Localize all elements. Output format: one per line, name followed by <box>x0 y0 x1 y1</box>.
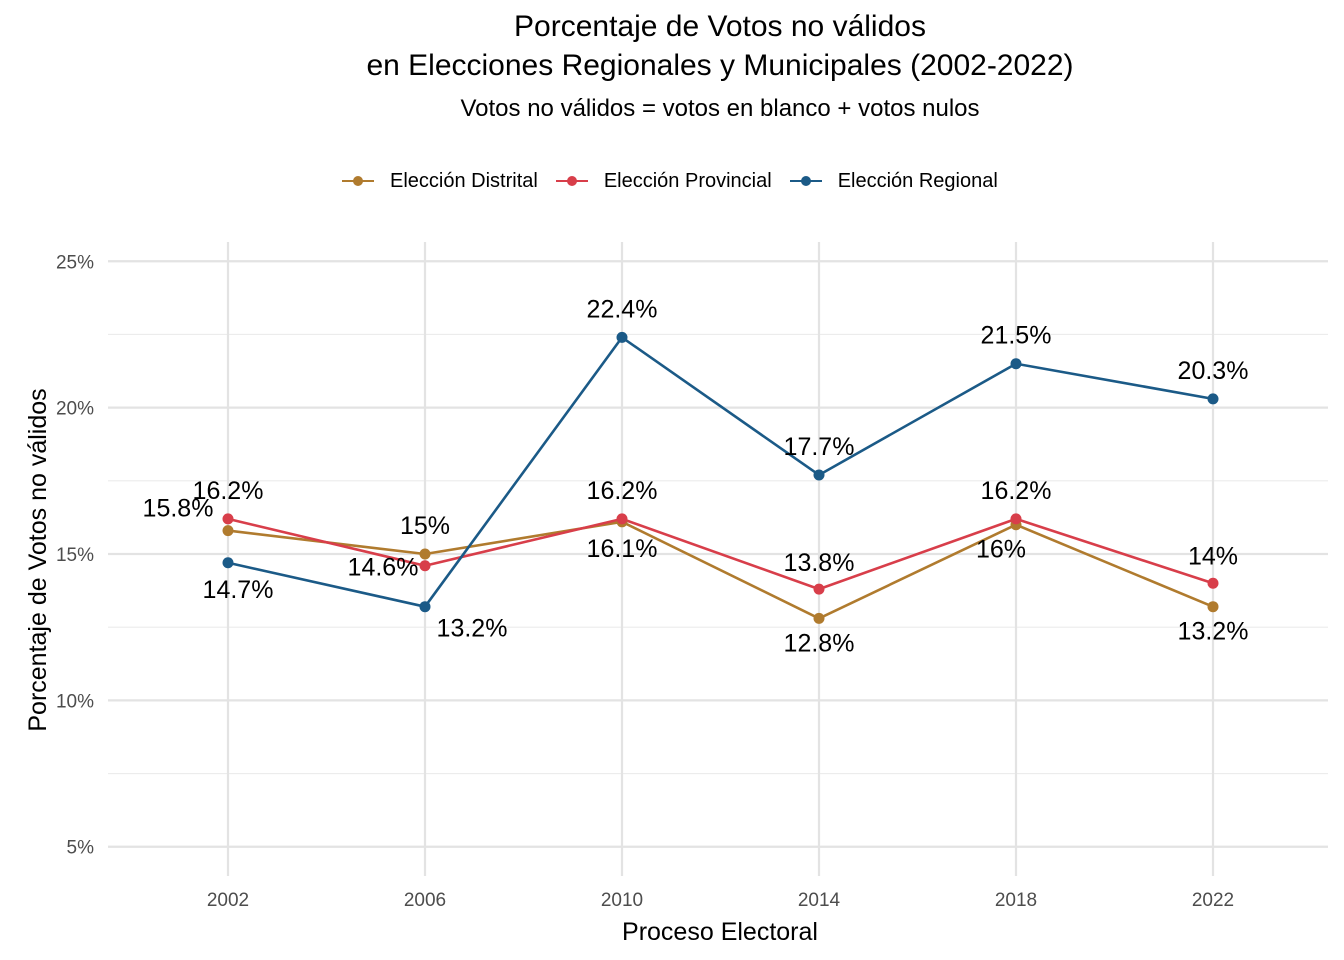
x-tick-label: 2018 <box>995 890 1037 911</box>
data-label-regional: 17.7% <box>784 433 855 461</box>
series-line-distrital <box>227 520 1214 620</box>
data-label-distrital: 16% <box>976 536 1026 564</box>
data-label-provincial: 16.2% <box>981 477 1052 505</box>
y-tick-label: 5% <box>67 838 95 859</box>
data-label-regional: 20.3% <box>1178 357 1249 385</box>
x-tick-label: 2022 <box>1192 890 1234 911</box>
legend-item-provincial: Elección Provincial <box>554 170 772 193</box>
data-point-provincial <box>222 513 234 525</box>
data-label-provincial: 14% <box>1188 542 1238 570</box>
chart-subtitle: Votos no válidos = votos en blanco + vot… <box>460 95 980 122</box>
series-line-regional <box>227 336 1214 608</box>
data-point-provincial <box>419 560 431 572</box>
y-tick-label: 25% <box>56 252 94 273</box>
legend-key-distrital <box>340 171 376 191</box>
y-tick-label: 15% <box>56 545 94 566</box>
legend: Elección Distrital Elección Provincial E… <box>340 166 1014 196</box>
data-label-regional: 21.5% <box>981 322 1052 350</box>
data-label-distrital: 13.2% <box>1178 618 1249 646</box>
data-point-distrital <box>813 612 825 624</box>
series-line-provincial <box>227 517 1214 591</box>
data-point-regional <box>813 469 825 481</box>
data-labels: 15.8% 15% 16.1% 12.8% 16% 13.2% 16.2% 14.6% 16.2… <box>143 295 1249 657</box>
legend-label-distrital: Elección Distrital <box>390 169 538 192</box>
legend-item-regional: Elección Regional <box>788 170 998 193</box>
y-tick-label: 10% <box>56 691 94 712</box>
data-label-distrital: 16.1% <box>587 535 658 563</box>
axis-ticks: 5% 10% 15% 20% 25% 2002 2006 2010 2014 2018 2022 <box>56 252 1234 911</box>
grid <box>108 242 1328 876</box>
series-layer <box>222 331 1219 624</box>
x-tick-label: 2002 <box>207 890 249 911</box>
data-point-regional <box>419 601 431 613</box>
chart-title-line-1: Porcentaje de Votos no válidos <box>514 10 926 43</box>
data-label-provincial: 14.6% <box>348 554 419 582</box>
y-tick-label: 20% <box>56 399 94 420</box>
legend-key-provincial <box>554 171 590 191</box>
chart-title-line-2: en Elecciones Regionales y Municipales (… <box>366 49 1074 82</box>
x-tick-label: 2014 <box>798 890 841 911</box>
data-label-provincial: 13.8% <box>784 549 855 577</box>
x-tick-label: 2006 <box>404 890 446 911</box>
legend-key-regional <box>788 171 824 191</box>
legend-label-regional: Elección Regional <box>837 169 998 192</box>
legend-label-provincial: Elección Provincial <box>603 169 772 192</box>
data-label-provincial: 16.2% <box>193 477 264 505</box>
data-label-distrital: 15% <box>400 512 450 540</box>
data-point-distrital <box>222 525 234 537</box>
data-point-provincial <box>1010 513 1022 525</box>
legend-item-distrital: Elección Distrital <box>340 170 538 193</box>
data-point-regional <box>1207 393 1219 405</box>
data-label-regional: 22.4% <box>587 295 658 323</box>
data-label-distrital: 15.8% <box>143 495 214 523</box>
data-label-distrital: 12.8% <box>784 629 855 657</box>
data-point-provincial <box>1207 577 1219 589</box>
data-point-distrital <box>419 548 431 560</box>
data-point-regional <box>616 331 628 343</box>
x-axis-title: Proceso Electoral <box>622 918 818 946</box>
data-point-regional <box>1010 358 1022 370</box>
data-label-provincial: 16.2% <box>587 477 658 505</box>
data-point-regional <box>222 557 234 569</box>
data-label-regional: 13.2% <box>437 615 508 643</box>
data-point-provincial <box>616 513 628 525</box>
data-label-regional: 14.7% <box>203 576 274 604</box>
data-point-distrital <box>1207 601 1219 613</box>
x-tick-label: 2010 <box>601 890 643 911</box>
y-axis-title: Porcentaje de Votos no válidos <box>24 388 52 731</box>
data-point-provincial <box>813 583 825 595</box>
